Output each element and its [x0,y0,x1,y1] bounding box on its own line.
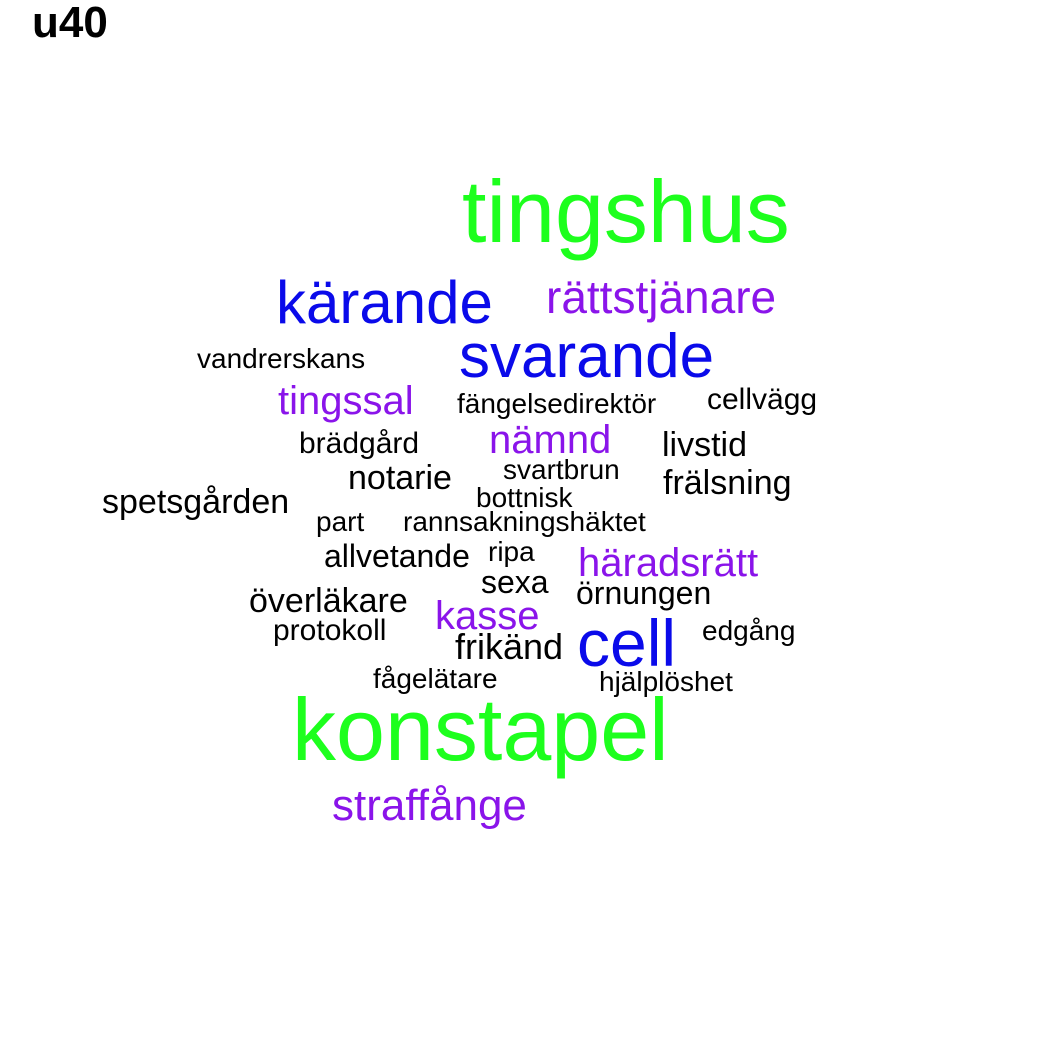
word-bottnisk: bottnisk [476,482,573,513]
word-overlakare: överläkare [249,582,408,620]
word-ripa: ripa [488,536,535,567]
word-haradsratt: häradsrätt [578,541,759,585]
word-svarande: svarande [459,322,715,391]
word-part: part [316,506,365,537]
word-rattstjanare: rättstjänare [546,271,777,323]
word-karande: kärande [276,269,493,336]
word-allvetande: allvetande [324,538,470,574]
word-spetsgarden: spetsgården [102,483,290,521]
word-fangelsedirektor: fängelsedirektör [457,388,657,419]
word-livstid: livstid [662,426,748,464]
word-hjalploshet: hjälplöshet [599,666,733,697]
word-tingssal: tingssal [278,379,414,423]
word-namnd: nämnd [489,418,612,462]
word-tingshus: tingshus [462,162,790,261]
word-rannsakningshaktet: rannsakningshäktet [403,506,646,537]
word-cell: cell [577,606,677,680]
page-title: u40 [32,0,108,47]
word-kasse: kasse [435,594,540,638]
word-sexa: sexa [481,564,549,600]
word-straffange: straffånge [332,781,527,830]
word-vandrerskans: vandrerskans [197,343,366,374]
word-notarie: notarie [348,459,452,497]
word-frikand: frikänd [455,626,564,667]
word-bradgard: brädgård [299,427,420,460]
word-fagelatare: fågelätare [373,663,498,694]
word-konstapel: konstapel [292,680,669,779]
word-edgang: edgång [702,615,796,646]
word-ornungen: örnungen [576,575,712,611]
word-svartbrun: svartbrun [503,454,620,485]
word-cellvagg: cellvägg [707,383,818,416]
word-protokoll: protokoll [273,614,387,647]
word-fralsning: frälsning [663,464,792,502]
